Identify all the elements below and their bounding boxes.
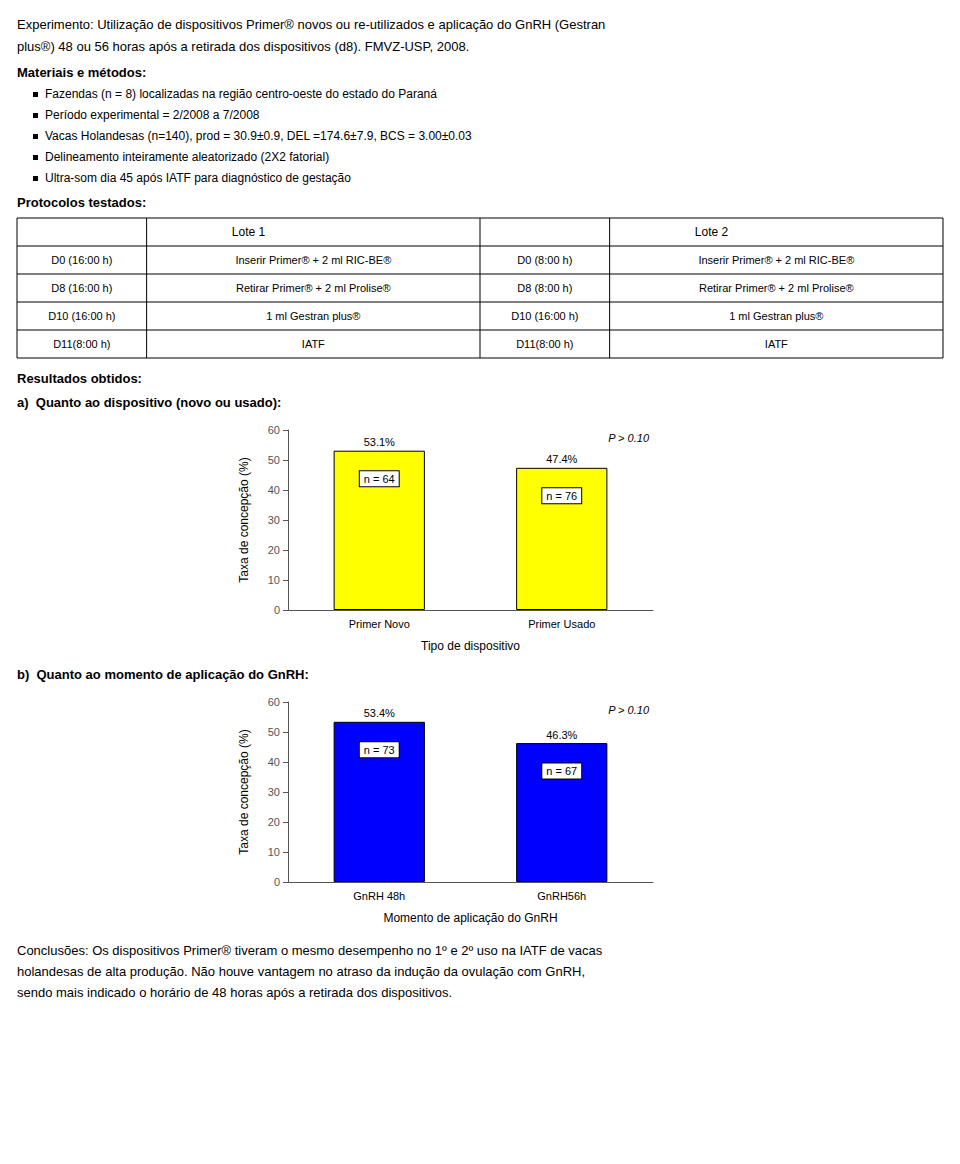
svg-text:40: 40 [268, 484, 280, 496]
svg-text:Materiais e métodos:: Materiais e métodos: [17, 65, 146, 80]
svg-text:D8 (8:00 h): D8 (8:00 h) [517, 282, 572, 294]
svg-text:plus®) 48 ou 56 horas após a r: plus®) 48 ou 56 horas após a retirada do… [17, 39, 469, 54]
svg-text:Fazendas (n = 8) localizadas n: Fazendas (n = 8) localizadas na região c… [45, 87, 437, 101]
svg-text:0: 0 [274, 604, 280, 616]
svg-text:n = 73: n = 73 [364, 744, 395, 756]
svg-text:Delineamento inteiramente alea: Delineamento inteiramente aleatorizado (… [45, 150, 329, 164]
svg-text:0: 0 [274, 876, 280, 888]
svg-text:D10 (16:00 h): D10 (16:00 h) [511, 310, 578, 322]
svg-text:1 ml Gestran plus®: 1 ml Gestran plus® [729, 310, 823, 322]
svg-text:holandesas de alta produção. N: holandesas de alta produção. Não houve v… [17, 964, 585, 979]
svg-text:53.4%: 53.4% [364, 707, 395, 719]
svg-text:Retirar Primer® + 2 ml Prolise: Retirar Primer® + 2 ml Prolise® [699, 282, 854, 294]
svg-text:Retirar Primer® + 2 ml Prolise: Retirar Primer® + 2 ml Prolise® [236, 282, 391, 294]
svg-text:IATF: IATF [765, 338, 788, 350]
svg-text:10: 10 [268, 574, 280, 586]
svg-text:IATF: IATF [302, 338, 325, 350]
svg-text:P > 0.10: P > 0.10 [608, 432, 650, 444]
svg-text:46.3%: 46.3% [546, 729, 577, 741]
svg-text:47.4%: 47.4% [546, 453, 577, 465]
svg-text:53.1%: 53.1% [364, 436, 395, 448]
svg-text:n = 76: n = 76 [546, 490, 577, 502]
svg-text:Lote 1: Lote 1 [232, 225, 266, 239]
svg-text:sendo mais indicado o horário: sendo mais indicado o horário de 48 hora… [17, 985, 452, 1000]
svg-text:60: 60 [268, 424, 280, 436]
svg-text:D8 (16:00 h): D8 (16:00 h) [51, 282, 112, 294]
svg-text:D0 (16:00 h): D0 (16:00 h) [51, 254, 112, 266]
svg-text:b) Quanto ao momento de aplic: b) Quanto ao momento de aplicação do GnR… [17, 667, 309, 682]
svg-text:Período experimental = 2/2008: Período experimental = 2/2008 a 7/2008 [45, 108, 260, 122]
svg-text:n = 67: n = 67 [546, 765, 577, 777]
svg-text:Inserir Primer® + 2 ml RIC-BE®: Inserir Primer® + 2 ml RIC-BE® [698, 254, 854, 266]
svg-text:Tipo de dispositivo: Tipo de dispositivo [421, 639, 520, 653]
svg-text:Ultra-som dia 45 após IATF par: Ultra-som dia 45 após IATF para diagnóst… [45, 171, 351, 185]
svg-text:Taxa de concepção (%): Taxa de concepção (%) [237, 729, 251, 854]
svg-text:a) Quanto ao dispositivo (nov: a) Quanto ao dispositivo (novo ou usado)… [17, 395, 281, 410]
svg-text:10: 10 [268, 846, 280, 858]
svg-text:Experimento: Utilização de dis: Experimento: Utilização de dispositivos … [17, 17, 605, 32]
svg-text:D11(8:00 h): D11(8:00 h) [53, 338, 110, 350]
svg-text:Inserir Primer® + 2 ml RIC-BE®: Inserir Primer® + 2 ml RIC-BE® [235, 254, 391, 266]
svg-text:Vacas Holandesas (n=140), prod: Vacas Holandesas (n=140), prod = 30.9±0.… [45, 129, 472, 143]
svg-text:D10 (16:00 h): D10 (16:00 h) [48, 310, 115, 322]
svg-text:Primer Novo: Primer Novo [349, 618, 410, 630]
svg-text:Protocolos testados:: Protocolos testados: [17, 195, 146, 210]
svg-text:1 ml Gestran plus®: 1 ml Gestran plus® [266, 310, 360, 322]
svg-text:Resultados obtidos:: Resultados obtidos: [17, 371, 142, 386]
svg-text:Primer Usado: Primer Usado [528, 618, 595, 630]
svg-text:D11(8:00 h): D11(8:00 h) [516, 338, 573, 350]
svg-text:60: 60 [268, 696, 280, 708]
svg-text:40: 40 [268, 756, 280, 768]
svg-text:20: 20 [268, 544, 280, 556]
svg-text:Taxa de concepção (%): Taxa de concepção (%) [237, 457, 251, 582]
svg-text:GnRH 48h: GnRH 48h [353, 890, 405, 902]
svg-text:50: 50 [268, 726, 280, 738]
svg-text:P > 0.10: P > 0.10 [608, 704, 650, 716]
svg-text:Conclusões: Os dispositivos Pr: Conclusões: Os dispositivos Primer® tive… [17, 943, 603, 958]
svg-text:D0 (8:00 h): D0 (8:00 h) [517, 254, 572, 266]
svg-text:20: 20 [268, 816, 280, 828]
svg-text:50: 50 [268, 454, 280, 466]
svg-text:Lote 2: Lote 2 [695, 225, 729, 239]
svg-text:n = 64: n = 64 [364, 473, 395, 485]
svg-text:30: 30 [268, 514, 280, 526]
svg-text:GnRH56h: GnRH56h [537, 890, 586, 902]
svg-text:Momento de aplicação do GnRH: Momento de aplicação do GnRH [383, 911, 557, 925]
svg-text:30: 30 [268, 786, 280, 798]
